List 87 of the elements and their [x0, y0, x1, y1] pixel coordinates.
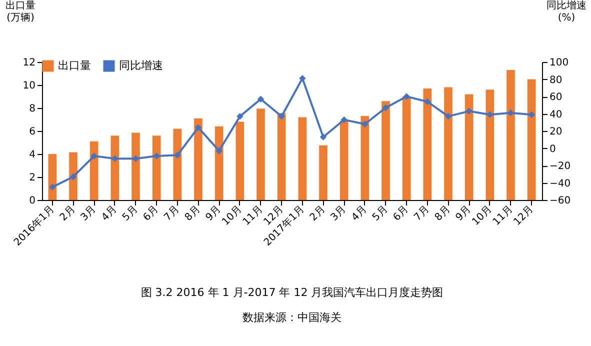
- point: [299, 75, 306, 82]
- bar: [382, 101, 390, 200]
- bar: [402, 96, 411, 200]
- x-tick-label: 4月: [100, 204, 120, 224]
- bar: [132, 132, 140, 200]
- point: [382, 104, 390, 112]
- point: [70, 173, 77, 180]
- x-tick-label: 8月: [433, 204, 452, 224]
- x-tick-label: 7月: [162, 204, 182, 224]
- y2-tick-label: 0: [550, 144, 556, 155]
- point: [528, 111, 535, 118]
- point: [320, 134, 327, 140]
- y2-tick-label: 60: [550, 92, 562, 103]
- point: [278, 112, 285, 120]
- point: [507, 110, 514, 116]
- x-tick-label: 3月: [78, 204, 98, 224]
- bar: [423, 88, 432, 200]
- point: [466, 108, 472, 115]
- y2-tick-label: 40: [550, 109, 562, 120]
- x-tick-label: 6月: [141, 204, 161, 224]
- bar: [256, 108, 265, 200]
- y-tick-label: 0: [29, 196, 36, 206]
- y2-tick-label: −20: [550, 161, 571, 172]
- legend-label: 同比增速: [119, 59, 163, 72]
- point: [486, 111, 494, 118]
- x-tick-label: 5月: [370, 204, 390, 224]
- point: [444, 112, 452, 120]
- point: [90, 152, 98, 160]
- bar: [506, 70, 515, 200]
- y2-tick-label: −40: [550, 178, 571, 190]
- bar: [360, 116, 370, 200]
- bar: [214, 126, 224, 200]
- bar: [277, 113, 286, 200]
- point: [49, 184, 56, 190]
- bar: [194, 118, 202, 200]
- point: [174, 152, 181, 159]
- x-tick-label: 7月: [412, 204, 432, 224]
- y2-tick-label: −60: [550, 196, 571, 206]
- x-tick-label: 2月: [308, 204, 328, 224]
- source-note: 数据来源：中国海关: [242, 311, 342, 324]
- x-tick-label: 11月: [241, 204, 265, 228]
- point: [153, 152, 160, 160]
- y-tick-label: 8: [29, 104, 36, 114]
- point: [236, 112, 244, 120]
- y2-tick-label: 100: [550, 58, 569, 68]
- bar: [464, 94, 474, 200]
- point: [403, 93, 410, 100]
- bar: [48, 154, 57, 200]
- bar: [69, 152, 78, 200]
- point: [112, 155, 118, 162]
- x-tick-label: 9月: [454, 204, 474, 224]
- bar: [110, 136, 120, 200]
- y-tick-label: 6: [29, 126, 36, 138]
- bar: [319, 145, 328, 200]
- y-tick-label: 12: [22, 58, 36, 68]
- x-tick-label: 6月: [391, 204, 411, 224]
- legend-label: 出口量: [58, 59, 91, 72]
- x-tick-label: 8月: [183, 204, 202, 224]
- bar: [527, 79, 536, 200]
- y2-tick-label: 80: [550, 74, 562, 86]
- x-tick-label: 3月: [328, 204, 348, 224]
- bar: [444, 87, 452, 200]
- point: [424, 98, 431, 106]
- text: 图 3.2 2016 年 1 月-2017 年 12 月我国汽车出口月度走势图: [140, 286, 444, 300]
- point: [362, 120, 368, 128]
- point: [257, 96, 264, 102]
- point: [216, 147, 222, 154]
- bar: [236, 122, 244, 200]
- x-tick-label: 9月: [204, 204, 224, 224]
- y-tick-label: 2: [29, 172, 36, 184]
- y-axis-title: 出口量 (万辆): [6, 0, 36, 24]
- y-tick-label: 10: [22, 80, 36, 92]
- bar: [298, 117, 307, 200]
- y-tick-label: 4: [29, 150, 36, 160]
- x-tick-label: 5月: [120, 204, 140, 224]
- point: [132, 155, 140, 162]
- x-tick-label: 2月: [58, 204, 78, 224]
- point: [194, 124, 202, 131]
- point: [340, 116, 348, 124]
- y2-tick-label: 20: [550, 126, 562, 138]
- y2-axis-title: 同比增速 (%): [546, 0, 586, 24]
- bar: [340, 120, 348, 200]
- bar: [90, 141, 98, 200]
- bar: [173, 128, 182, 200]
- bar: [486, 90, 494, 200]
- x-tick-label: 4月: [350, 204, 370, 224]
- bar: [152, 136, 161, 200]
